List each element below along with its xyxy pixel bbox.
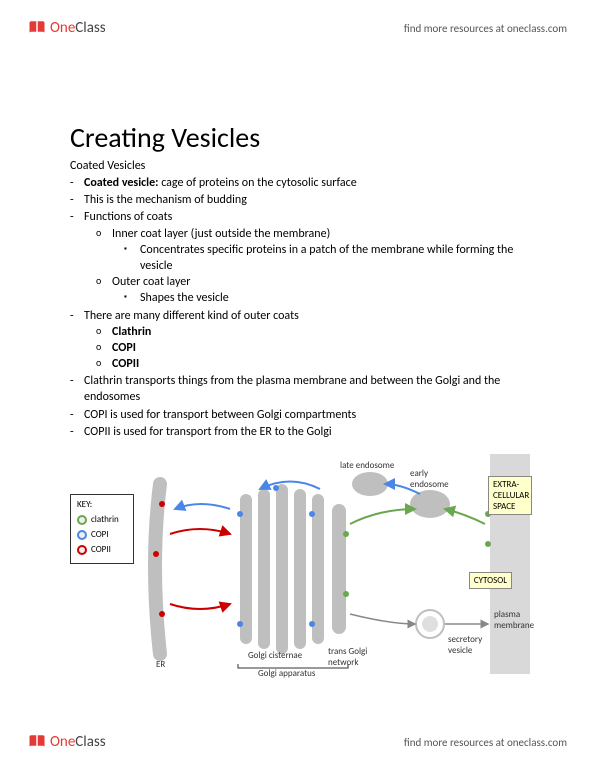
vesicle-diagram: KEY: clathrin COPI COPII ER Golgi cister… [70,454,530,674]
bullet-list: Coated vesicle: cage of proteins on the … [70,175,547,440]
label-trans-golgi: trans Golgi network [328,646,372,668]
list-item: Shapes the vesicle [140,290,547,306]
text: Clathrin [112,325,151,339]
text: COPII [112,357,139,371]
brand-one: One [50,733,75,751]
brand-logo: OneClass [28,19,106,37]
text: There are many different kind of outer c… [84,309,299,323]
list-item: COPII [112,356,547,372]
term: Coated vesicle: [84,176,158,190]
list-item: Clathrin transports things from the plas… [70,373,547,405]
page-title: Creating Vesicles [70,120,547,155]
book-icon [28,733,46,751]
legend-item: COPII [77,544,127,555]
label-golgi-cisternae: Golgi cisternae [248,650,302,661]
list-item: There are many different kind of outer c… [70,308,547,373]
brand-class: Class [75,19,105,37]
brand-logo-footer: OneClass [28,733,106,751]
subtitle: Coated Vesicles [70,159,547,173]
text: Functions of coats [84,210,172,224]
label-early-endosome: early endosome [410,468,455,490]
list-item: Concentrates specific proteins in a patc… [140,242,547,274]
book-icon [28,19,46,37]
list-item: Inner coat layer (just outside the membr… [112,226,547,275]
footer-tagline: find more resources at oneclass.com [404,736,567,749]
copi-swatch [77,530,87,540]
page-header: OneClass find more resources at oneclass… [0,10,595,46]
label-late-endosome: late endosome [340,460,394,471]
text: Inner coat layer (just outside the membr… [112,227,330,241]
label-extracellular: EXTRA-CELLULAR SPACE [488,476,532,515]
label-secretory-vesicle: secretory vesicle [448,634,493,656]
list-item: Clathrin [112,324,547,340]
legend-item: clathrin [77,514,127,525]
legend-label: clathrin [91,514,119,525]
copii-swatch [77,545,87,555]
text: COPI [112,341,136,355]
list-item: Coated vesicle: cage of proteins on the … [70,175,547,191]
text: cage of proteins on the cytosolic surfac… [158,176,356,190]
text: Outer coat layer [112,275,190,289]
list-item: COPI is used for transport between Golgi… [70,407,547,423]
label-er: ER [156,659,165,670]
list-item: COPII is used for transport from the ER … [70,424,547,440]
list-item: Functions of coats Inner coat layer (jus… [70,209,547,306]
label-cytosol: CYTOSOL [469,572,512,589]
document-body: Creating Vesicles Coated Vesicles Coated… [70,120,547,674]
label-golgi-apparatus: Golgi apparatus [258,668,315,679]
legend-title: KEY: [77,499,127,510]
list-item: Outer coat layer Shapes the vesicle [112,274,547,306]
legend-label: COPII [91,544,111,555]
header-tagline: find more resources at oneclass.com [404,22,567,35]
clathrin-swatch [77,515,87,525]
page-footer: OneClass find more resources at oneclass… [0,724,595,760]
legend-item: COPI [77,529,127,540]
brand-class: Class [75,733,105,751]
legend-box: KEY: clathrin COPI COPII [70,494,134,564]
brand-one: One [50,19,75,37]
legend-label: COPI [91,529,109,540]
label-plasma-membrane: plasma membrane [494,609,534,631]
list-item: This is the mechanism of budding [70,192,547,208]
list-item: COPI [112,340,547,356]
